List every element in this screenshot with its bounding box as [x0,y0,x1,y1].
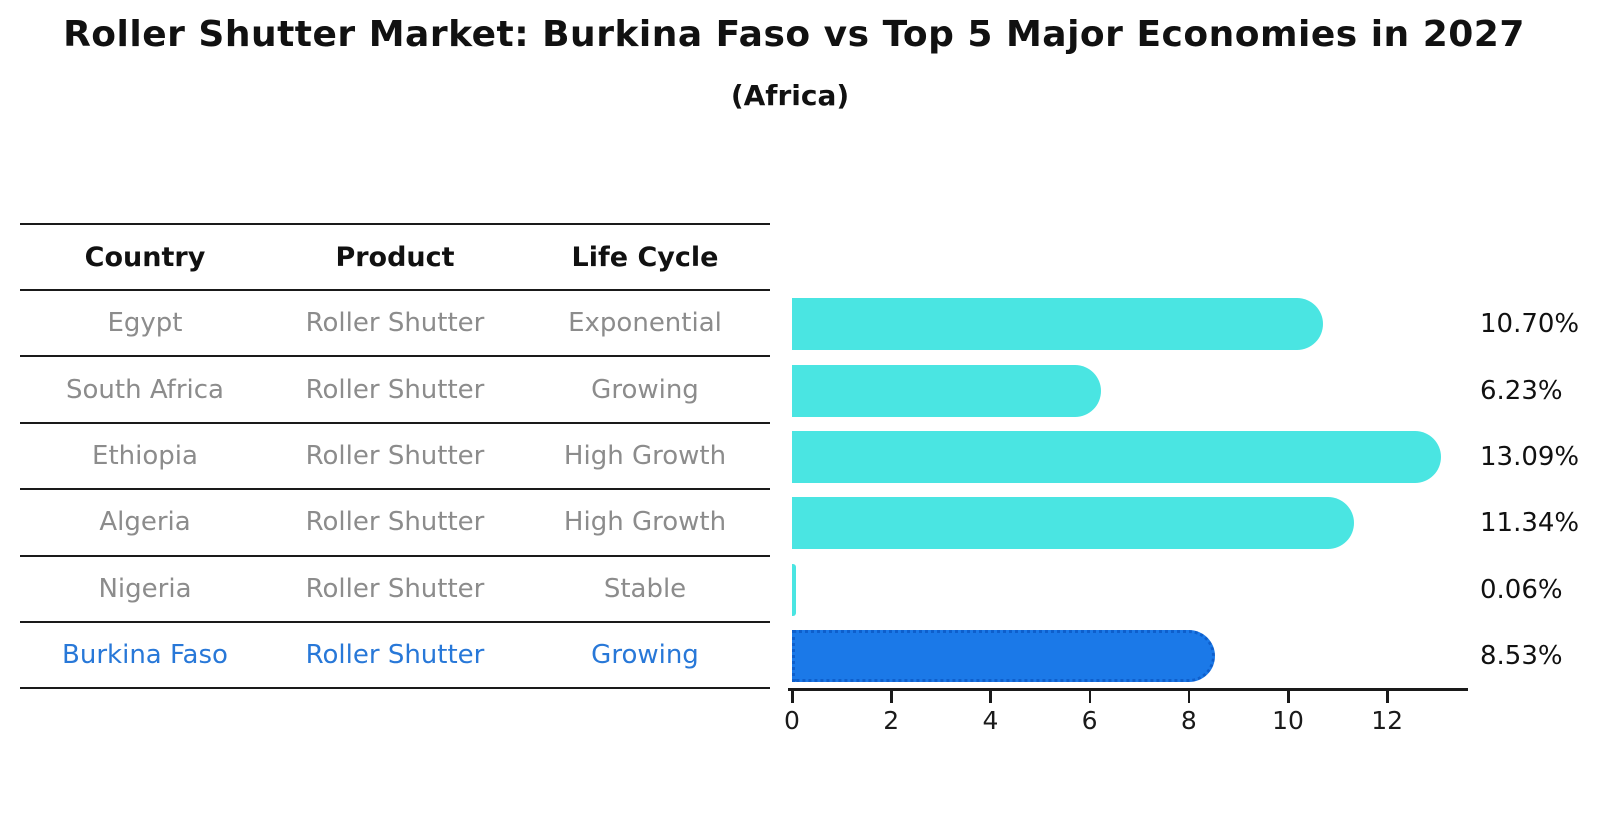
table-row: Nigeria Roller Shutter Stable [20,557,770,623]
chart-title: Roller Shutter Market: Burkina Faso vs T… [63,14,1525,55]
bar-value-label: 0.06% [1480,574,1563,605]
x-axis-tick-label: 10 [1272,706,1304,735]
country-table: Country Product Life Cycle Egypt Roller Shu… [20,223,770,690]
bar-value-label: 13.09% [1480,442,1580,472]
bar [792,431,1442,483]
table-row: Ethiopia Roller Shutter High Growth [20,424,770,491]
country-cell: Ethiopia [92,440,198,471]
table-row: Egypt Roller Shutter Exponential [20,291,770,358]
x-axis-line [788,688,1468,691]
x-axis-tick-label: 6 [1081,706,1098,735]
country-cell: Algeria [99,507,191,538]
x-axis-tick-label: 0 [784,706,800,735]
x-axis-tick-label: 12 [1371,706,1404,735]
x-axis-tick [1088,691,1092,703]
table-row: Burkina Faso Roller Shutter Growing [20,623,770,690]
life-cycle-cell: Growing [591,640,699,671]
life-cycle-cell: Exponential [568,308,722,339]
bar [792,364,1101,417]
table-row: Algeria Roller Shutter High Growth [20,490,770,557]
table-header-row: Country Product Life Cycle [20,223,770,291]
life-cycle-cell: High Growth [563,507,727,538]
x-axis-tick [1386,691,1389,703]
country-cell: Burkina Faso [62,640,228,671]
life-cycle-cell: Growing [591,374,699,405]
bar [792,497,1355,550]
product-cell: Roller Shutter [305,440,485,471]
country-cell: South Africa [66,374,224,405]
product-cell: Roller Shutter [305,308,485,339]
table-row: South Africa Roller Shutter Growing [20,357,770,424]
bar-value-label: 11.34% [1480,508,1580,539]
x-axis-tick [1187,691,1191,703]
x-axis-tick [791,691,794,703]
x-axis-tick-label: 2 [883,706,900,735]
table-body: Egypt Roller Shutter Exponential South Afri… [20,291,770,690]
product-cell: Roller Shutter [305,640,485,671]
x-axis-tick-label: 8 [1180,706,1197,735]
x-axis-tick [989,691,992,703]
product-cell: Roller Shutter [305,374,485,405]
bar-value-label: 8.53% [1480,641,1563,672]
table-header-product: Product [335,241,455,273]
bar-highlight [792,630,1216,683]
table-header-country: Country [84,241,206,273]
chart-subtitle: (Africa) [730,79,850,112]
product-cell: Roller Shutter [305,573,485,604]
bar-value-label: 6.23% [1480,375,1563,406]
life-cycle-cell: High Growth [563,440,727,471]
x-axis-tick-label: 4 [982,706,999,735]
bar-value-label: 10.70% [1480,309,1580,340]
x-axis-tick [890,691,893,703]
product-cell: Roller Shutter [305,507,485,538]
country-cell: Egypt [107,308,183,339]
table-header-life-cycle: Life Cycle [571,241,719,273]
x-axis-tick [1287,691,1290,703]
bar [792,563,796,616]
country-cell: Nigeria [98,573,192,604]
bar [792,298,1323,351]
life-cycle-cell: Stable [603,573,687,604]
